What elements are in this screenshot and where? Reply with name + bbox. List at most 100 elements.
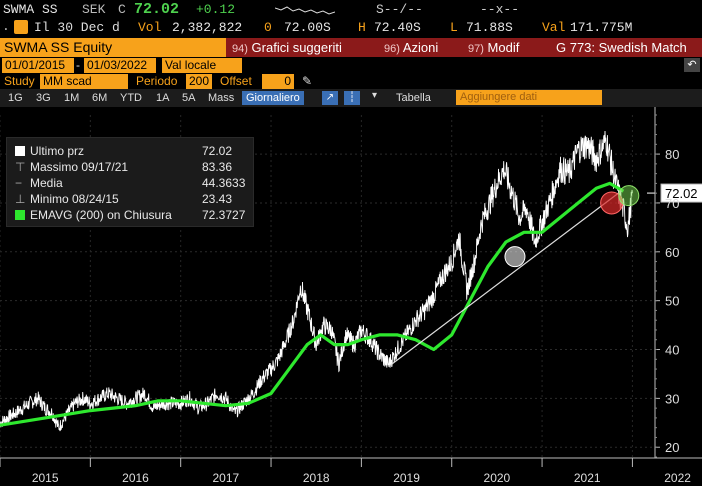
volume-value: 2,382,822 [172,20,243,35]
trade-placeholder: --x-- [480,2,520,17]
ema-line [0,181,625,427]
frequency-select[interactable]: Giornaliero [242,91,304,105]
x-axis: 2015 2016 2017 2018 2019 2020 2021 2022 [0,457,702,485]
tab-label: Azioni [402,40,439,55]
timeframe-max[interactable]: Mass [208,92,235,104]
candle-chart-icon[interactable]: ┆ [344,91,360,105]
pencil-icon[interactable]: ✎ [302,74,313,88]
last-price-tag [660,183,702,203]
trend-line [388,190,622,368]
high-value: 72.40S [374,20,421,35]
undo-icon[interactable]: ↶ [684,58,700,72]
timeframe-3d[interactable]: 3G [36,92,51,104]
legend-value-ema: 72.3727 [202,208,246,222]
date-separator: - [76,58,80,72]
tab-actions[interactable]: 96) Azioni [384,38,438,57]
session-info: Il 30 Dec d [34,20,120,35]
legend-label: Ultimo prz [30,144,85,158]
legend-item-ema: EMAVG (200) on Chiusura [15,208,172,222]
y-tick-label: 20 [665,440,679,455]
price-change: +0.12 [196,2,236,17]
legend-item-average: − Media [15,176,63,190]
offset-input[interactable]: 0 [262,74,294,89]
legend-value-average: 44.3633 [202,176,246,190]
x-tick-label: 2021 [574,471,601,485]
timeframe-6m[interactable]: 6M [92,92,108,104]
low-label: L [450,20,458,35]
timeframe-5y[interactable]: 5A [182,92,196,104]
price-line [0,130,633,432]
date-range-row: 01/01/2015 - 01/03/2022 Val locale ↶ [0,57,702,74]
legend-item-high: ⊤ Massimo 09/17/21 [15,160,128,174]
legend-label: Media [30,176,63,190]
tab-label: Grafici suggeriti [251,40,342,55]
tab-number: 97) [468,43,484,55]
chevron-down-icon[interactable]: ▾ [372,90,378,101]
y-tick-label: 50 [665,294,679,309]
y-tick-label: 40 [665,343,679,358]
legend-label: Massimo 09/17/21 [30,160,129,174]
tab-label: G 773: Swedish Match [556,40,687,55]
y-tick-label: 80 [665,147,679,162]
ema-series [0,181,625,427]
average-marker-icon: − [15,176,23,190]
max-marker-icon: ⊤ [15,160,26,174]
last-price-tag-label: 72.02 [665,186,698,201]
add-data-field[interactable]: Aggiungere dati [456,90,602,105]
security-field[interactable]: SWMA SS Equity [0,38,226,57]
quote-header: SWMA SS SEK C 72.02 +0.12 S--/-- --x-- .… [0,0,702,38]
x-tick-label: 2017 [213,471,240,485]
date-from-field[interactable]: 01/01/2015 [2,58,74,73]
legend-swatch-green [15,210,25,220]
y-tick-label: 60 [665,245,679,260]
x-tick-label: 2020 [484,471,511,485]
period-input[interactable]: 200 [186,74,212,89]
intraday-sparkline [275,6,335,15]
support-marker [504,246,526,268]
study-label: Study [4,74,35,88]
legend-item-last: Ultimo prz [15,144,84,158]
timeframe-1y[interactable]: 1A [156,92,170,104]
x-tick-label: 2015 [32,471,59,485]
annotations: 72.02 [388,183,702,368]
open-label: 0 [264,20,272,35]
last-price: 72.02 [134,1,180,18]
y-tick-label: 70 [665,196,679,211]
dot-indicator: . [2,19,10,34]
offset-label: Offset [220,74,252,88]
study-select[interactable]: MM scad [40,74,128,89]
tab-edit[interactable]: 97) Modif [468,38,519,57]
value-traded: 171.775M [570,20,633,35]
y-tick-label: 30 [665,391,679,406]
value-traded-label: Val [542,20,566,35]
line-chart-icon[interactable]: ↗ [322,91,338,105]
min-marker-icon: ⊥ [15,192,26,206]
tab-number: 96) [384,43,400,55]
tab-label: Modif [487,40,520,55]
date-to-field[interactable]: 01/03/2022 [84,58,156,73]
tab-number: 94) [232,43,248,55]
legend-value-high: 83.36 [202,160,233,174]
currency-mode-select[interactable]: Val locale [162,58,242,73]
tab-comparison[interactable]: G 773: Swedish Match [556,38,687,57]
table-button[interactable]: Tabella [396,92,431,104]
timeframe-ytd[interactable]: YTD [120,92,142,104]
legend-value-low: 23.43 [202,192,233,206]
price-flag: C [118,2,126,17]
alert-icon[interactable] [14,20,28,34]
x-tick-label: 2022 [664,471,691,485]
ema-touch-marker [618,185,640,207]
legend-swatch-white [15,146,25,156]
timeframe-1m[interactable]: 1M [64,92,80,104]
period-label: Periodo [136,74,178,88]
x-tick-label: 2016 [122,471,149,485]
low-value: 71.88S [466,20,513,35]
ticker[interactable]: SWMA SS [3,2,58,17]
timeframe-1d[interactable]: 1G [8,92,23,104]
x-tick-label: 2019 [393,471,420,485]
x-tick-label: 2018 [303,471,330,485]
legend-value-last: 72.02 [202,144,233,158]
tab-suggested-charts[interactable]: 94) Grafici suggeriti [232,38,342,57]
legend-panel[interactable]: Ultimo prz 72.02 ⊤ Massimo 09/17/21 83.36… [6,137,254,227]
